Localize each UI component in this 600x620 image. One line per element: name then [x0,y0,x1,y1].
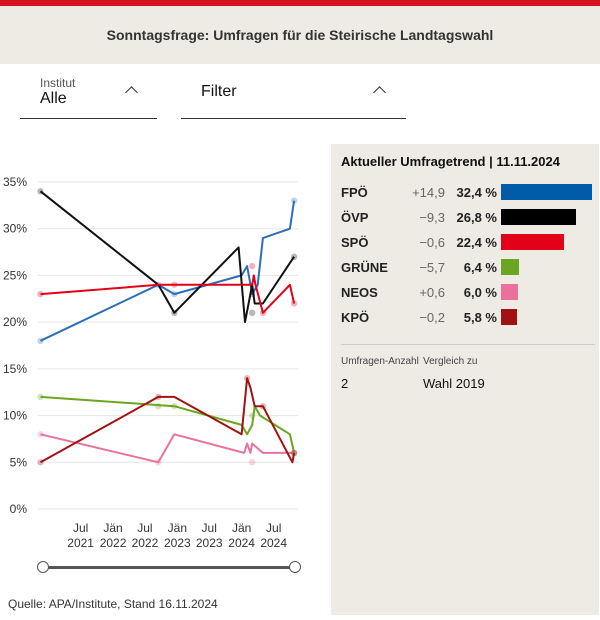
party-value: 6,4 % [463,260,497,275]
party-value: 5,8 % [463,310,497,325]
party-value: 6,0 % [463,285,497,300]
party-bar [501,209,577,225]
party-value: 32,4 % [456,185,497,200]
party-change: +0,6 [419,285,445,300]
kpoe-trend-line [40,377,296,464]
party-bar [501,284,518,300]
gruene-trend-line [40,395,296,454]
x-tick-label: 2023 [196,536,223,550]
poll-count-label: Umfragen-Anzahl [341,356,419,367]
page-header: Sonntagsfrage: Umfragen für die Steirisc… [0,6,600,64]
fpoe-poll-point [290,197,298,204]
x-tick-label: Jän [103,521,122,535]
party-bar [501,309,518,325]
party-name: NEOS [341,285,378,300]
x-tick-label: Jän [168,521,187,535]
institut-label: Institut [40,76,76,90]
x-tick-label: 2022 [100,536,127,550]
compare-label: Vergleich zu [423,356,478,367]
filter-select[interactable]: Filter [181,70,406,119]
party-row: SPÖ −0,6 22,4 % [341,232,597,254]
y-tick-label: 0% [10,502,28,516]
party-value: 26,8 % [456,210,497,225]
poll-count-value: 2 [341,376,349,391]
source-note: Quelle: APA/Institute, Stand 16.11.2024 [8,597,218,611]
party-name: GRÜNE [341,260,388,275]
time-range-slider-track[interactable] [43,566,295,569]
compare-value: Wahl 2019 [423,376,485,391]
x-tick-label: Jul [73,521,88,535]
chevron-up-icon [125,86,138,99]
party-row: GRÜNE −5,7 6,4 % [341,257,597,279]
institut-select[interactable]: Institut Alle [20,70,157,119]
party-change: −5,7 [419,260,445,275]
spoe-poll-point [249,262,256,270]
oevp-trend-line [39,190,295,324]
poll-trend-chart: 0%5%10%15%20%25%30%35%Jul2021Jän2022Jul2… [3,175,298,550]
fpoe-trend-line [40,200,296,342]
party-change: −0,2 [419,310,445,325]
y-tick-label: 20% [3,315,27,329]
party-bar [501,184,592,200]
party-change: −9,3 [419,210,445,225]
panel-title: Aktueller Umfragetrend | 11.11.2024 [341,154,560,169]
party-name: SPÖ [341,235,369,250]
x-tick-label: 2021 [67,536,94,550]
neos-poll-point [249,459,256,466]
page-title: Sonntagsfrage: Umfragen für die Steirisc… [106,27,494,43]
x-tick-label: 2023 [164,536,191,550]
x-tick-label: 2024 [228,536,255,550]
time-range-handle-start[interactable] [37,561,49,573]
x-tick-label: Jul [266,521,281,535]
filter-value: Filter [201,83,237,100]
spoe-poll-point [37,290,44,298]
party-row: KPÖ −0,2 5,8 % [341,307,597,329]
x-tick-label: Jul [137,521,152,535]
party-row: FPÖ +14,9 32,4 % [341,182,597,204]
oevp-poll-point [249,309,256,316]
x-tick-label: 2022 [132,536,159,550]
x-tick-label: 2024 [260,536,287,550]
party-name: ÖVP [341,210,369,225]
x-tick-label: Jul [202,521,217,535]
party-row: ÖVP −9,3 26,8 % [341,207,597,229]
y-tick-label: 5% [10,455,28,469]
party-name: FPÖ [341,185,368,200]
gruene-poll-point [37,393,44,401]
neos-trend-line [40,433,295,464]
institut-value: Alle [40,90,67,107]
chevron-up-icon [373,86,386,99]
y-tick-label: 35% [3,175,27,189]
current-trend-panel: Aktueller Umfragetrend | 11.11.2024 FPÖ +… [331,144,599,615]
y-tick-label: 30% [3,222,27,236]
y-tick-label: 10% [3,409,27,423]
party-bar [501,259,519,275]
top-accent-bar [0,0,600,6]
y-tick-label: 25% [3,268,27,282]
time-range-handle-end[interactable] [289,561,301,573]
party-value: 22,4 % [456,235,497,250]
party-row: NEOS +0,6 6,0 % [341,282,597,304]
party-change: −0,6 [419,235,445,250]
panel-divider [341,344,595,345]
spoe-trend-line [40,274,296,314]
party-name: KPÖ [341,310,370,325]
party-bar [501,234,564,250]
party-change: +14,9 [412,185,445,200]
neos-poll-point [37,431,44,438]
y-tick-label: 15% [3,362,27,376]
x-tick-label: Jän [232,521,251,535]
